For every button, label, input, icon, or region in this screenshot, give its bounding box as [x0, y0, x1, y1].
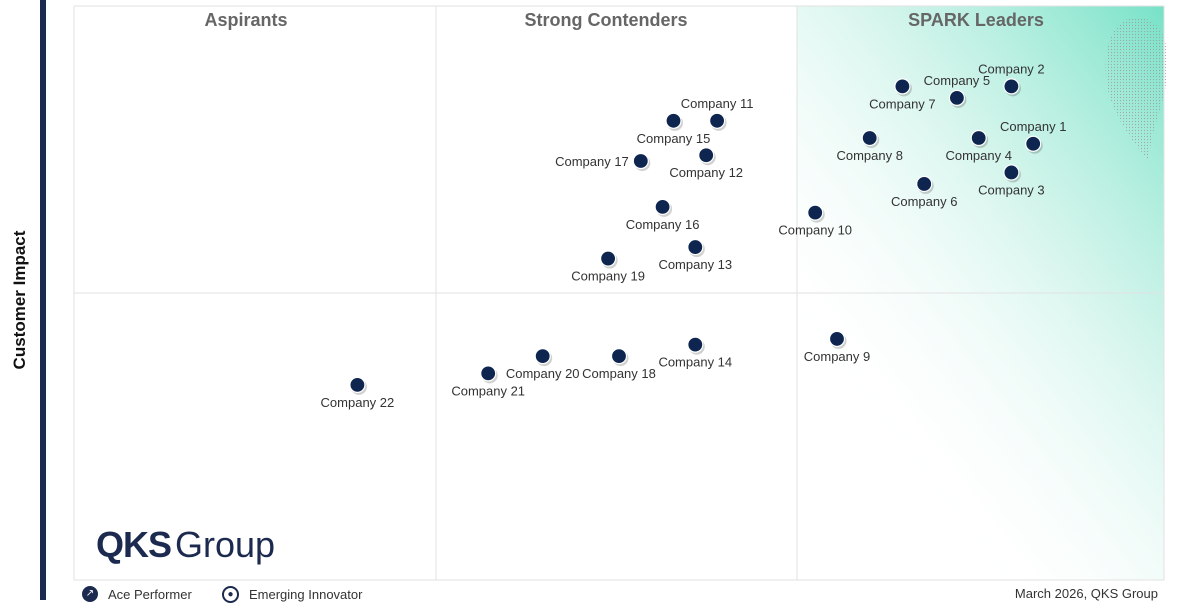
point-company-12[interactable]: Company 12 — [669, 147, 743, 181]
point-company-2[interactable]: Company 2 — [978, 61, 1045, 97]
point-label: Company 18 — [582, 366, 656, 381]
point-company-20[interactable]: Company 20 — [506, 348, 580, 382]
point-label: Company 6 — [891, 194, 957, 209]
point-marker[interactable] — [1025, 135, 1042, 152]
point-company-17[interactable]: Company 17 — [555, 152, 651, 171]
point-marker[interactable] — [632, 152, 649, 170]
points-layer: Company 1 Company 2 Company 3 Company 4 Comp… — [321, 61, 1067, 409]
point-marker[interactable] — [349, 376, 366, 393]
point-marker[interactable] — [708, 112, 726, 129]
point-marker[interactable] — [916, 175, 933, 193]
point-marker[interactable] — [861, 129, 878, 147]
point-marker[interactable] — [599, 250, 617, 267]
quadrant-title-aspirants: Aspirants — [204, 10, 287, 30]
quadrant-title-strong-contenders: Strong Contenders — [524, 10, 687, 30]
point-marker[interactable] — [807, 204, 824, 221]
point-label: Company 20 — [506, 366, 580, 381]
point-company-3[interactable]: Company 3 — [978, 164, 1045, 198]
legend-item-emerging-innovator: ● Emerging Innovator — [222, 586, 362, 603]
qks-group-logo: QKS Group — [96, 524, 275, 566]
point-label: Company 17 — [555, 154, 629, 169]
point-company-14[interactable]: Company 14 — [658, 336, 732, 370]
footer-date: March 2026, QKS Group — [1014, 586, 1158, 601]
point-marker[interactable] — [610, 348, 628, 365]
point-label: Company 12 — [669, 165, 743, 180]
point-label: Company 21 — [451, 383, 525, 398]
point-label: Company 1 — [1000, 119, 1066, 134]
point-marker[interactable] — [665, 112, 682, 129]
point-label: Company 22 — [321, 395, 395, 410]
logo-rest-text: Group — [175, 524, 276, 565]
point-label: Company 11 — [681, 96, 754, 111]
point-marker[interactable] — [1003, 164, 1020, 181]
point-label: Company 7 — [869, 96, 935, 111]
decorative-dot-pattern — [1105, 17, 1168, 162]
point-company-19[interactable]: Company 19 — [571, 250, 645, 284]
point-label: Company 3 — [978, 182, 1044, 197]
point-label: Company 19 — [571, 269, 645, 284]
point-company-11[interactable]: Company 11 — [681, 96, 754, 131]
point-label: Company 15 — [637, 131, 711, 146]
point-company-16[interactable]: Company 16 — [626, 198, 700, 232]
point-marker[interactable] — [698, 147, 715, 164]
point-label: Company 13 — [658, 257, 732, 272]
point-label: Company 10 — [778, 223, 852, 238]
point-company-4[interactable]: Company 4 — [945, 129, 1012, 164]
point-marker[interactable] — [480, 365, 497, 382]
trend-up-icon: ↗ — [82, 586, 98, 602]
point-marker[interactable] — [828, 330, 846, 348]
point-label: Company 4 — [945, 148, 1011, 163]
point-marker[interactable] — [687, 238, 704, 256]
logo-bold-text: QKS — [96, 524, 172, 565]
point-company-5[interactable]: Company 5 — [924, 73, 990, 108]
point-label: Company 2 — [978, 61, 1044, 76]
point-company-22[interactable]: Company 22 — [321, 376, 395, 410]
point-company-21[interactable]: Company 21 — [451, 365, 525, 399]
point-company-6[interactable]: Company 6 — [891, 175, 957, 209]
point-label: Company 9 — [804, 349, 870, 364]
point-company-8[interactable]: Company 8 — [836, 129, 903, 164]
point-marker[interactable] — [534, 348, 551, 365]
legend-label: Emerging Innovator — [249, 587, 363, 602]
point-company-10[interactable]: Company 10 — [778, 204, 852, 238]
point-company-1[interactable]: Company 1 — [1000, 119, 1066, 154]
point-marker[interactable] — [1003, 78, 1020, 95]
legend-label: Ace Performer — [108, 586, 192, 602]
point-company-15[interactable]: Company 15 — [637, 112, 711, 146]
left-accent-bar — [40, 0, 46, 600]
point-marker[interactable] — [970, 129, 987, 147]
point-marker[interactable] — [948, 89, 966, 106]
point-company-9[interactable]: Company 9 — [804, 330, 870, 364]
point-label: Company 16 — [626, 217, 700, 232]
point-marker[interactable] — [894, 78, 911, 95]
point-company-18[interactable]: Company 18 — [582, 348, 656, 382]
point-company-7[interactable]: Company 7 — [869, 78, 936, 112]
point-label: Company 5 — [924, 73, 990, 88]
point-label: Company 8 — [836, 148, 902, 163]
point-label: Company 14 — [658, 355, 732, 370]
legend-item-ace-performer: ↗ Ace Performer — [82, 586, 192, 602]
point-company-13[interactable]: Company 13 — [658, 238, 732, 272]
quadrant-title-spark-leaders: SPARK Leaders — [908, 10, 1044, 30]
point-marker[interactable] — [654, 198, 671, 215]
point-marker[interactable] — [687, 336, 704, 353]
bulb-icon: ● — [222, 586, 239, 603]
